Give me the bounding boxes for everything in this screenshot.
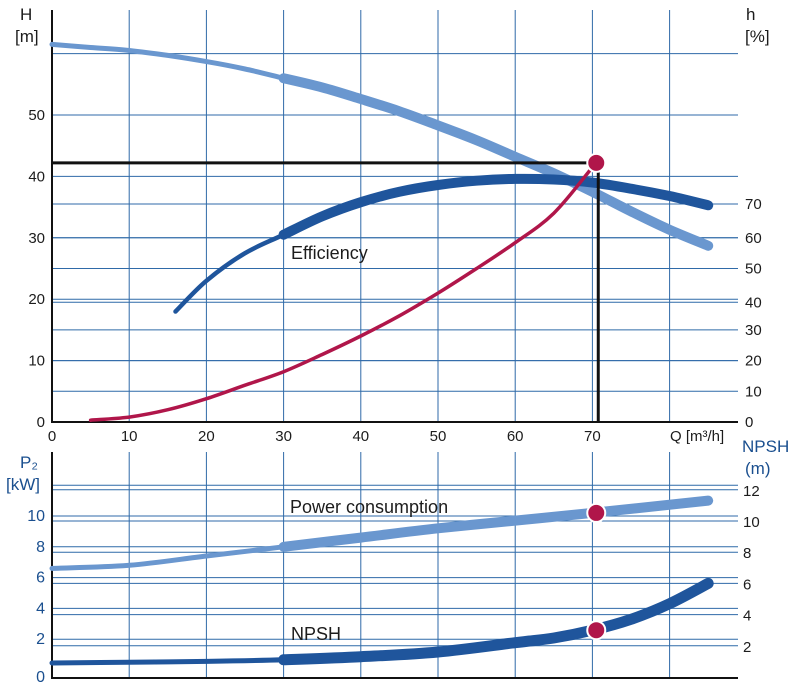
q-tick-label: 40 xyxy=(352,428,369,445)
npsh-tick-label: 6 xyxy=(743,576,751,593)
h-tick-label: 50 xyxy=(28,107,45,124)
power-tick-label: 8 xyxy=(36,539,45,556)
efficiency-tick-label: 0 xyxy=(745,414,753,431)
npsh-axis-unit: (m) xyxy=(745,459,770,478)
power-axis-unit: [kW] xyxy=(6,475,40,494)
npsh-tick-label: 8 xyxy=(743,545,751,562)
efficiency-tick-label: 20 xyxy=(745,353,762,370)
operating-point-markers xyxy=(52,152,607,641)
top-chart-curves xyxy=(49,41,714,422)
head-curve-thick-section xyxy=(278,73,714,251)
npsh-axis-label: NPSH xyxy=(742,437,789,456)
q-axis-label: Q [m³/h] xyxy=(670,428,724,445)
efficiency-curve-label: Efficiency xyxy=(291,243,368,263)
bottom-chart-curves xyxy=(49,495,714,666)
efficiency-axis-label: h xyxy=(746,5,755,24)
npsh-curve-thick-section xyxy=(278,577,714,666)
h-tick-label: 30 xyxy=(28,230,45,247)
npsh-tick-label: 2 xyxy=(743,639,751,656)
power-tick-label: 0 xyxy=(36,669,45,683)
npsh-curve-label: NPSH xyxy=(291,624,341,644)
npsh-tick-label: 4 xyxy=(743,608,751,625)
power-ratio-curve xyxy=(88,165,595,422)
efficiency-tick-label: 30 xyxy=(745,322,762,339)
head-curve xyxy=(49,41,711,249)
power-tick-label: 2 xyxy=(36,631,45,648)
operating-point-marker xyxy=(586,152,607,173)
q-tick-label: 20 xyxy=(198,428,215,445)
h-axis-label: H xyxy=(20,5,32,24)
top-chart-axes xyxy=(51,10,738,423)
power-axis-label: P₂ xyxy=(20,453,38,472)
bottom-chart-grid xyxy=(52,452,738,678)
h-tick-label: 10 xyxy=(28,353,45,370)
npsh-tick-label: 12 xyxy=(743,483,760,500)
power-tick-label: 4 xyxy=(36,600,45,617)
q-tick-label: 10 xyxy=(121,428,138,445)
npsh-tick-label: 10 xyxy=(743,514,760,531)
q-tick-label: 70 xyxy=(584,428,601,445)
h-tick-label: 0 xyxy=(37,414,45,431)
power-consumption-curve-thick-section xyxy=(278,495,714,552)
efficiency-tick-label: 40 xyxy=(745,294,762,311)
npsh-point-marker xyxy=(586,620,607,641)
efficiency-tick-label: 60 xyxy=(745,230,762,247)
h-tick-label: 20 xyxy=(28,291,45,308)
q-tick-label: 50 xyxy=(430,428,447,445)
power-tick-label: 6 xyxy=(36,570,45,587)
h-tick-label: 40 xyxy=(28,168,45,185)
efficiency-tick-label: 10 xyxy=(745,383,762,400)
q-tick-label: 30 xyxy=(275,428,292,445)
power-consumption-curve-label: Power consumption xyxy=(290,497,448,517)
efficiency-tick-label: 70 xyxy=(745,196,762,213)
power-point-marker xyxy=(586,502,607,523)
efficiency-curve-thick-section xyxy=(278,173,714,240)
efficiency-tick-label: 50 xyxy=(745,261,762,278)
tick-labels: 0 10 20 30 40 50 60 700102030405001020304050607… xyxy=(27,107,761,683)
efficiency-axis-unit: [%] xyxy=(745,27,770,46)
h-axis-unit: [m] xyxy=(15,27,39,46)
q-tick-label: 0 xyxy=(48,428,56,445)
bottom-chart-axes xyxy=(51,452,738,679)
q-tick-label: 60 xyxy=(507,428,524,445)
power-tick-label: 10 xyxy=(27,508,45,525)
